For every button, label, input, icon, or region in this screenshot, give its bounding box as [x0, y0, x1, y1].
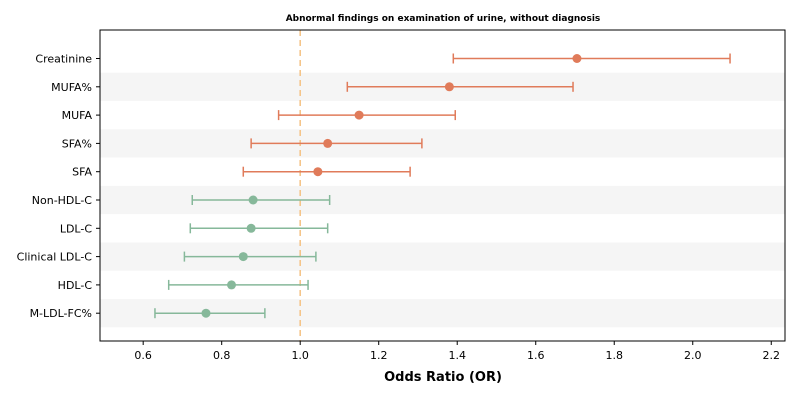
x-tick-label: 1.4 — [448, 349, 466, 362]
y-tick-label: M-LDL-FC% — [30, 307, 92, 320]
y-tick-label: Creatinine — [35, 53, 92, 66]
odds-ratio-point — [572, 54, 582, 63]
y-tick-label: SFA% — [62, 137, 92, 150]
odds-ratio-point — [444, 82, 454, 92]
y-tick-label: MUFA — [62, 109, 93, 122]
odds-ratio-point — [201, 308, 211, 318]
odds-ratio-point — [227, 280, 237, 290]
y-tick-label: Non-HDL-C — [32, 194, 93, 207]
chart-title: Abnormal findings on examination of urin… — [286, 14, 601, 24]
x-tick-label: 0.6 — [134, 349, 152, 362]
row-band — [100, 129, 785, 158]
plot-frame — [99, 29, 786, 342]
y-tick-label: MUFA% — [51, 81, 92, 94]
odds-ratio-point — [246, 223, 256, 233]
odds-ratio-point — [354, 110, 364, 120]
x-axis-label: Odds Ratio (OR) — [384, 370, 502, 385]
y-axis: Creatinine MUFA% MUFA SFA% SFA Non-HDL-C LDL-C… — [17, 53, 100, 320]
odds-ratio-point — [323, 138, 333, 148]
x-tick-label: 1.8 — [605, 349, 623, 362]
y-tick-label: Clinical LDL-C — [17, 251, 93, 264]
x-tick-label: 1.6 — [527, 349, 545, 362]
x-tick-label: 2.0 — [684, 349, 702, 362]
x-axis: 0.6 0.8 1.0 1.2 1.4 1.6 1.8 2.0 2.2 — [134, 341, 780, 362]
data-marks — [154, 53, 731, 319]
x-tick-label: 2.2 — [763, 349, 781, 362]
x-tick-label: 1.0 — [291, 349, 309, 362]
odds-ratio-point — [313, 167, 323, 177]
odds-ratio-point — [248, 195, 258, 205]
y-tick-label: SFA — [72, 166, 92, 179]
x-tick-label: 1.2 — [370, 349, 388, 362]
odds-ratio-point — [238, 252, 248, 262]
y-tick-label: LDL-C — [60, 222, 93, 235]
x-tick-label: 0.8 — [213, 349, 231, 362]
y-tick-label: HDL-C — [58, 279, 93, 292]
